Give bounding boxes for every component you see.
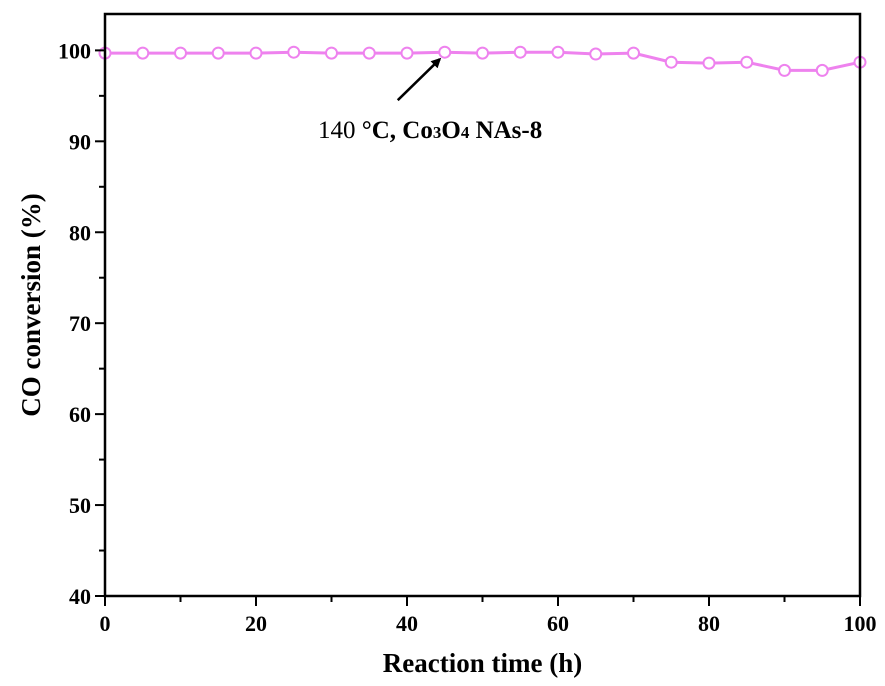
y-tick-label: 90 [69, 129, 91, 154]
x-tick-label: 0 [100, 611, 111, 636]
data-point [664, 55, 678, 69]
y-tick-label: 40 [69, 584, 91, 609]
y-tick-label: 70 [69, 311, 91, 336]
annotation-sub-b: 4 [461, 123, 470, 142]
data-point [778, 63, 791, 77]
x-tick-label: 80 [698, 611, 720, 636]
data-point [740, 55, 754, 69]
data-point [589, 47, 603, 61]
data-point [362, 46, 376, 60]
data-point [702, 56, 716, 70]
data-point [287, 45, 301, 59]
y-axis-title: CO conversion (%) [16, 193, 46, 416]
annotation-prefix: 140 [318, 117, 362, 144]
data-point [211, 46, 225, 60]
x-tick-label: 40 [396, 611, 418, 636]
y-tick-label: 50 [69, 493, 91, 518]
annotation-bold-c: NAs-8 [469, 117, 542, 144]
data-point [249, 46, 263, 60]
data-point [815, 63, 829, 77]
x-tick-label: 20 [245, 611, 267, 636]
data-point [627, 46, 640, 60]
data-point [325, 46, 338, 60]
data-point [551, 45, 565, 59]
x-axis-title: Reaction time (h) [383, 648, 582, 678]
annotation-label: 140 °C, Co3O4 NAs-8 [318, 117, 542, 144]
data-point [136, 46, 150, 60]
data-point [174, 46, 187, 60]
data-point [438, 45, 452, 59]
ticks-layer: 0 20 40 60 80 100 40 50 60 70 80 90 100 [58, 38, 877, 636]
data-point [400, 46, 414, 60]
y-tick-label: 80 [69, 220, 91, 245]
data-point [513, 45, 527, 59]
series-layer [98, 45, 867, 77]
plot-frame [103, 12, 862, 598]
y-tick-label: 100 [58, 38, 91, 63]
x-tick-label: 60 [547, 611, 569, 636]
y-tick-label: 60 [69, 402, 91, 427]
data-point [476, 46, 489, 60]
annotation-bold-b: O [441, 117, 460, 144]
x-tick-label: 100 [844, 611, 877, 636]
annotation-arrow [396, 57, 442, 102]
annotation-sub-a: 3 [433, 123, 442, 142]
annotation-bold-a: °C, Co [362, 117, 433, 144]
